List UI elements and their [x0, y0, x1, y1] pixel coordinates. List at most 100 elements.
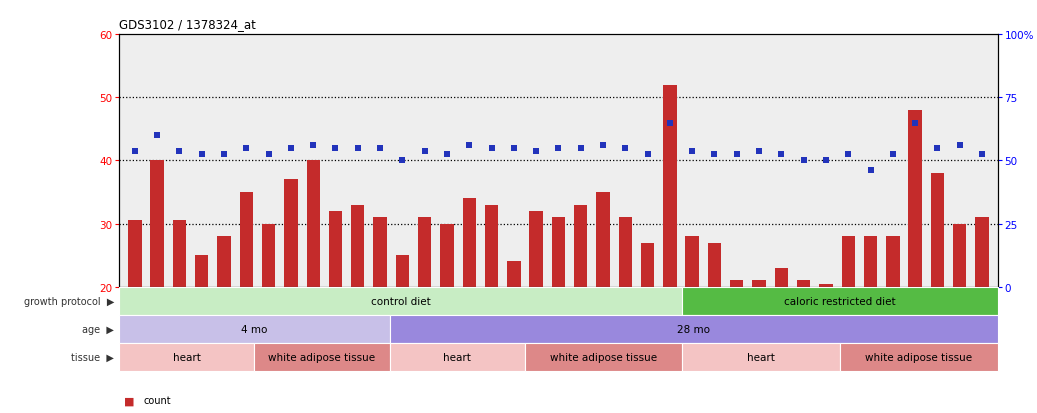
Point — [394, 158, 411, 164]
Point — [795, 158, 812, 164]
Point — [328, 145, 344, 152]
Bar — [396, 256, 409, 413]
Bar — [641, 243, 654, 413]
Text: tissue  ▶: tissue ▶ — [72, 352, 114, 362]
Text: control diet: control diet — [371, 296, 430, 306]
Bar — [797, 281, 810, 413]
Point — [773, 152, 789, 158]
Bar — [262, 224, 275, 413]
Text: count: count — [143, 395, 171, 405]
Bar — [463, 199, 476, 413]
Bar — [842, 237, 854, 413]
Bar — [373, 218, 387, 413]
Bar — [485, 205, 498, 413]
Point — [662, 120, 678, 126]
Bar — [254, 343, 390, 371]
Bar — [390, 315, 998, 343]
Text: GDS3102 / 1378324_at: GDS3102 / 1378324_at — [119, 18, 256, 31]
Point — [528, 148, 544, 155]
Bar — [685, 237, 699, 413]
Bar — [390, 343, 525, 371]
Bar — [525, 343, 682, 371]
Point — [862, 167, 878, 174]
Bar — [240, 192, 253, 413]
Point — [817, 158, 834, 164]
Bar — [352, 205, 364, 413]
Point — [572, 145, 589, 152]
Bar — [819, 284, 833, 413]
Bar — [507, 262, 521, 413]
Point — [283, 145, 300, 152]
Bar — [619, 218, 632, 413]
Bar — [840, 343, 998, 371]
Text: white adipose tissue: white adipose tissue — [550, 352, 657, 362]
Point — [906, 120, 923, 126]
Bar — [887, 237, 899, 413]
Point — [639, 152, 655, 158]
Bar — [708, 243, 721, 413]
Bar — [730, 281, 744, 413]
Bar — [173, 221, 186, 413]
Bar — [664, 85, 676, 413]
Bar — [775, 268, 788, 413]
Point — [171, 148, 188, 155]
Point — [149, 133, 166, 139]
Text: white adipose tissue: white adipose tissue — [269, 352, 375, 362]
Text: heart: heart — [748, 352, 775, 362]
Bar — [441, 224, 453, 413]
Point — [439, 152, 455, 158]
Point — [127, 148, 143, 155]
Point — [483, 145, 500, 152]
Point — [683, 148, 700, 155]
Point — [751, 148, 767, 155]
Text: heart: heart — [173, 352, 201, 362]
Point — [617, 145, 634, 152]
Point — [885, 152, 901, 158]
Point — [706, 152, 723, 158]
Point — [974, 152, 990, 158]
Point — [728, 152, 745, 158]
Bar — [953, 224, 966, 413]
Bar — [329, 211, 342, 413]
Point — [260, 152, 277, 158]
Bar — [530, 211, 542, 413]
Point — [372, 145, 389, 152]
Point — [929, 145, 946, 152]
Bar — [119, 315, 390, 343]
Bar — [119, 343, 254, 371]
Bar — [284, 180, 298, 413]
Bar — [129, 221, 141, 413]
Text: ■: ■ — [124, 395, 135, 405]
Point — [239, 145, 255, 152]
Text: heart: heart — [443, 352, 471, 362]
Bar — [682, 343, 840, 371]
Point — [506, 145, 523, 152]
Point — [594, 142, 611, 149]
Bar — [119, 287, 682, 315]
Point — [349, 145, 366, 152]
Point — [216, 152, 232, 158]
Text: caloric restricted diet: caloric restricted diet — [784, 296, 896, 306]
Bar — [218, 237, 230, 413]
Bar — [596, 192, 610, 413]
Bar — [931, 173, 944, 413]
Point — [417, 148, 433, 155]
Bar — [552, 218, 565, 413]
Point — [951, 142, 968, 149]
Point — [194, 152, 211, 158]
Text: growth protocol  ▶: growth protocol ▶ — [24, 296, 114, 306]
Text: 4 mo: 4 mo — [242, 324, 268, 334]
Bar — [418, 218, 431, 413]
Bar — [908, 111, 922, 413]
Bar — [150, 161, 164, 413]
Point — [305, 142, 321, 149]
Bar — [682, 287, 998, 315]
Text: white adipose tissue: white adipose tissue — [865, 352, 973, 362]
Text: age  ▶: age ▶ — [82, 324, 114, 334]
Bar — [195, 256, 208, 413]
Bar — [574, 205, 587, 413]
Bar — [976, 218, 988, 413]
Text: 28 mo: 28 mo — [677, 324, 710, 334]
Bar — [753, 281, 765, 413]
Bar — [307, 161, 319, 413]
